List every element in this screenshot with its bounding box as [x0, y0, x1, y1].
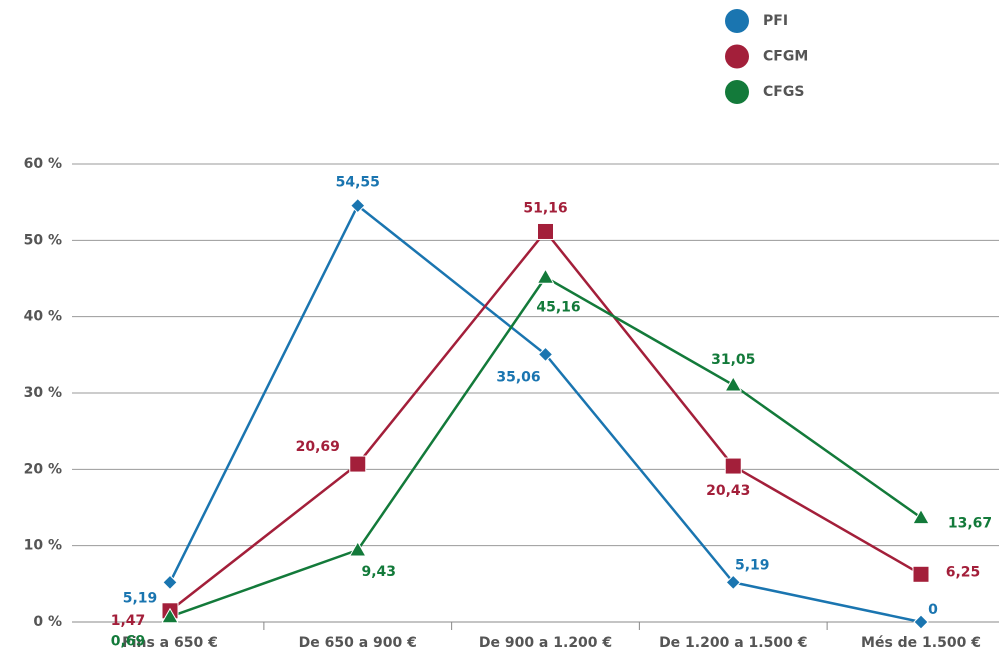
marker: [913, 614, 929, 630]
legend-swatch: [725, 44, 749, 69]
marker: [537, 346, 554, 363]
data-label: 6,25: [946, 564, 981, 580]
legend-label: CFGS: [763, 84, 804, 100]
y-tick-label: 30 %: [24, 385, 62, 401]
marker: [350, 197, 366, 214]
x-tick-label: De 1.200 a 1.500 €: [659, 635, 807, 651]
data-label: 5,19: [123, 590, 158, 606]
legend-label: CFGM: [763, 49, 808, 65]
y-tick-label: 10 %: [24, 538, 62, 554]
data-label: 54,55: [336, 175, 380, 191]
data-label: 31,05: [711, 352, 755, 368]
data-label: 51,16: [523, 200, 567, 216]
data-label: 5,19: [735, 557, 770, 573]
marker: [349, 455, 367, 473]
marker: [725, 574, 741, 591]
legend-label: PFI: [763, 13, 788, 29]
data-label: 45,16: [536, 299, 580, 315]
marker: [724, 375, 743, 392]
marker: [537, 222, 554, 240]
y-tick-label: 60 %: [24, 156, 62, 172]
marker: [912, 508, 930, 525]
x-tick-label: De 900 a 1.200 €: [479, 635, 612, 651]
y-tick-label: 20 %: [24, 461, 62, 477]
x-tick-label: De 650 a 900 €: [299, 635, 417, 651]
data-label: 1,47: [111, 613, 146, 629]
y-tick-label: 40 %: [24, 309, 62, 325]
x-tick-label: Més de 1.500 €: [861, 635, 981, 651]
marker: [162, 574, 178, 591]
legend-swatch: [725, 9, 749, 33]
data-label: 35,06: [496, 369, 540, 385]
data-label: 0,69: [111, 634, 146, 650]
legend-swatch: [725, 80, 749, 104]
marker: [348, 541, 367, 557]
marker: [912, 565, 930, 583]
series-line: [169, 229, 922, 612]
data-label: 20,69: [296, 439, 340, 455]
data-label: 9,43: [361, 564, 396, 580]
data-label: 20,43: [706, 483, 750, 499]
series-line: [168, 203, 922, 624]
data-label: 13,67: [948, 516, 992, 532]
data-label: 0: [928, 602, 938, 618]
y-tick-label: 0 %: [33, 614, 62, 630]
marker: [536, 268, 555, 284]
marker: [724, 457, 742, 475]
marker: [161, 607, 179, 624]
y-tick-label: 50 %: [24, 232, 62, 248]
x-tick-label: Fins a 650 €: [122, 635, 218, 651]
series-line: [169, 275, 922, 618]
